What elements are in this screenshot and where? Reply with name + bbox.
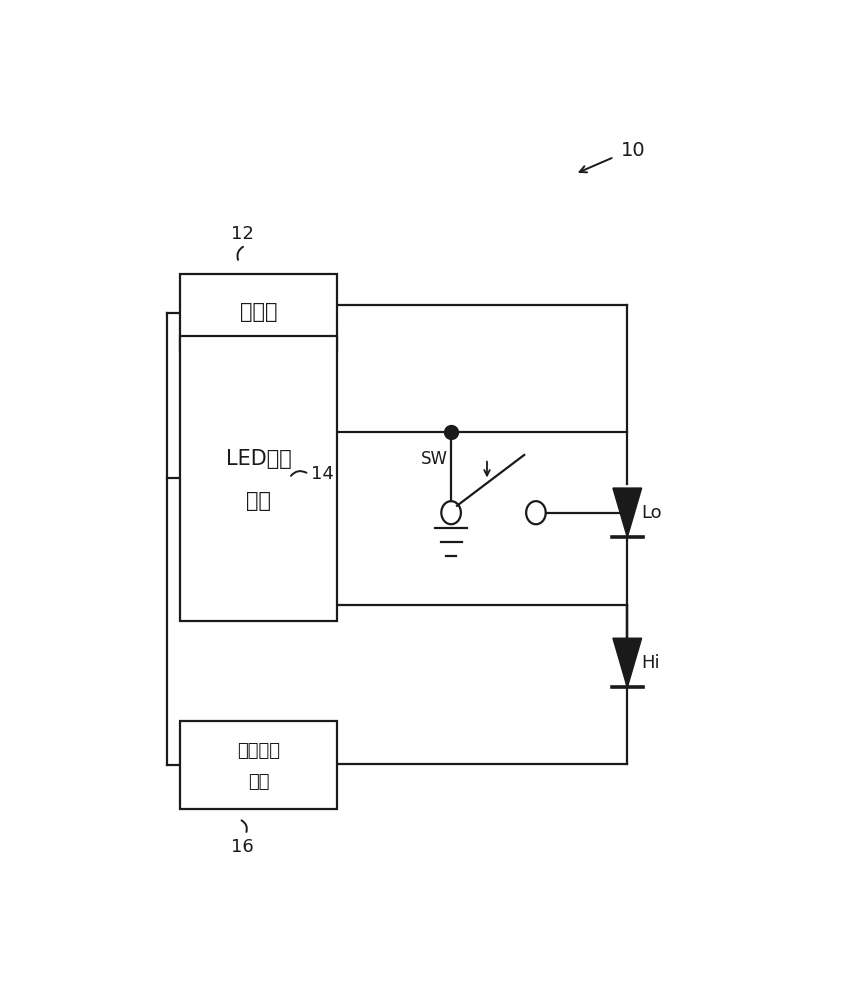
Text: 10: 10 xyxy=(621,141,645,160)
Text: Lo: Lo xyxy=(642,504,663,522)
Text: 12: 12 xyxy=(231,225,253,243)
Polygon shape xyxy=(613,488,642,537)
Bar xyxy=(180,721,337,809)
Polygon shape xyxy=(613,638,642,687)
Text: 控制部: 控制部 xyxy=(240,302,277,322)
Text: Hi: Hi xyxy=(642,654,660,672)
Text: 14: 14 xyxy=(311,465,333,483)
Text: 16: 16 xyxy=(231,838,253,856)
Bar xyxy=(180,274,337,351)
Text: 电路: 电路 xyxy=(246,491,271,511)
Text: 故障检测: 故障检测 xyxy=(237,742,280,760)
Text: SW: SW xyxy=(421,450,448,468)
Bar xyxy=(180,336,337,620)
Text: LED驱动: LED驱动 xyxy=(226,449,291,469)
Text: 电路: 电路 xyxy=(248,773,269,791)
